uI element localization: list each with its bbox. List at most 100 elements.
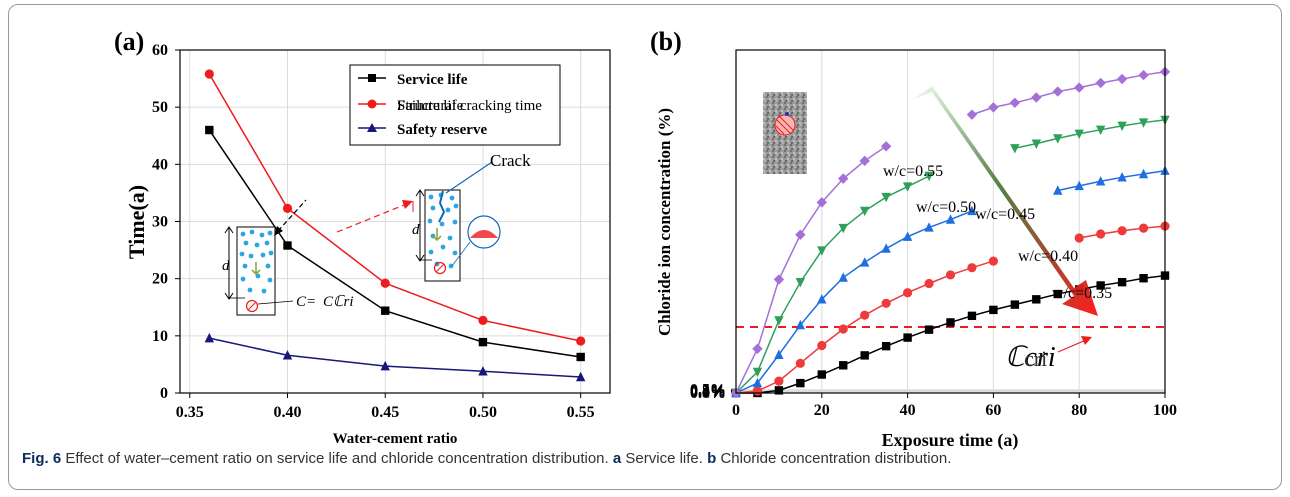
data-point — [1031, 139, 1041, 149]
figure-frame — [8, 4, 1282, 490]
series-segment-3 — [778, 281, 802, 321]
data-point — [1010, 300, 1020, 309]
series-segment-3 — [1143, 119, 1166, 124]
data-point — [1117, 277, 1127, 287]
series-segment-2 — [799, 298, 823, 326]
caption-b-label: b — [707, 450, 717, 467]
x-axis-label-a: Water-cement ratio — [333, 431, 458, 447]
data-point — [774, 316, 784, 326]
data-point — [478, 315, 488, 325]
series-segment-3 — [1014, 142, 1037, 150]
y-tick-label: 0.4% — [690, 382, 726, 399]
series-segment-3 — [1121, 121, 1144, 127]
trend-arrow — [912, 86, 1098, 316]
data-point — [903, 288, 913, 298]
series-segment-2 — [1143, 169, 1166, 175]
series-segment-1 — [778, 362, 801, 382]
data-point — [1095, 77, 1106, 89]
data-point — [381, 306, 390, 315]
data-point — [1074, 129, 1084, 139]
x-tick-label: 80 — [1071, 402, 1087, 419]
series-segment-1 — [799, 344, 823, 364]
data-point — [988, 102, 999, 113]
series-segment-4 — [756, 279, 780, 350]
x-tick-label: 60 — [985, 402, 1001, 419]
data-point — [752, 386, 763, 396]
specimen-inset-uncracked: d C= Cℂri — [222, 199, 353, 316]
data-point — [1138, 69, 1149, 81]
figure-caption: Fig. 6 Effect of water–cement ratio on s… — [22, 450, 1272, 467]
data-point — [945, 270, 956, 280]
data-point — [881, 341, 891, 351]
y-axis-label-b: Chloride ion concentration (%) — [655, 108, 674, 336]
legend-a: Service life Failure life Structural cra… — [349, 64, 561, 146]
threshold-annotation: ℂcri cri — [1005, 336, 1092, 373]
plot-border-a — [179, 49, 611, 394]
series-segment-3 — [1079, 129, 1101, 135]
data-point — [795, 358, 805, 368]
series-segment-2 — [907, 226, 930, 238]
data-point — [967, 311, 977, 321]
data-point — [902, 182, 913, 192]
x-tick-label: 0.35 — [176, 404, 204, 421]
legend-marker-safety-reserve — [367, 123, 377, 132]
series-segment-2 — [1079, 180, 1101, 187]
panel-label-b: (b) — [650, 27, 682, 56]
y-tick-label: 20 — [152, 271, 168, 288]
crack-label: Crack — [490, 151, 531, 170]
series-segment-2 — [756, 354, 780, 384]
data-point — [1053, 134, 1063, 144]
series-segment-2 — [928, 218, 951, 229]
data-point — [478, 337, 488, 347]
data-point — [838, 272, 848, 282]
data-point — [1095, 125, 1106, 136]
data-point — [796, 378, 805, 388]
legend-label-service-life: Service life — [397, 72, 468, 88]
data-point — [774, 386, 784, 395]
data-point — [1032, 295, 1041, 304]
series-label-040: w/c=0.40 — [1018, 248, 1078, 265]
data-point — [903, 333, 912, 342]
data-point — [988, 256, 998, 266]
series-segment-4 — [842, 160, 866, 180]
data-point — [924, 171, 934, 182]
data-point — [575, 371, 586, 382]
y-tick-label: 0.5% — [690, 382, 726, 399]
data-point — [881, 192, 891, 203]
y-tick-label: 0.0% — [690, 385, 726, 402]
series-label-050: w/c=0.50 — [916, 199, 976, 216]
x-tick-label: 0.55 — [567, 404, 595, 421]
depth-label-2: d — [412, 222, 420, 238]
series-segment-2 — [1100, 176, 1123, 183]
data-point — [860, 351, 869, 360]
data-point — [576, 352, 585, 362]
series-segment-2 — [1057, 185, 1080, 192]
y-tick-label: 0 — [160, 385, 168, 402]
axis-ticks-a: 0.35 0.40 0.45 0.50 0.55 0 10 20 30 40 50 60 — [152, 42, 595, 421]
data-point — [752, 377, 763, 388]
series-segment-2 — [778, 324, 801, 356]
data-point — [1074, 180, 1084, 191]
data-point — [860, 257, 870, 267]
data-point — [1074, 233, 1084, 243]
data-point — [881, 298, 891, 308]
data-point — [838, 223, 848, 234]
data-point — [924, 278, 934, 289]
series-label-055: w/c=0.55 — [883, 163, 943, 180]
series-segment-4 — [821, 178, 844, 203]
series-segment-4 — [799, 201, 823, 236]
series-segment-4 — [735, 348, 759, 394]
x-tick-label: 0.50 — [469, 404, 497, 421]
data-point — [967, 205, 977, 216]
data-point — [204, 69, 214, 79]
data-point — [774, 376, 784, 386]
data-point — [576, 336, 586, 346]
data-point — [1052, 86, 1063, 97]
data-point — [924, 222, 934, 232]
y-tick-label: 50 — [152, 99, 168, 116]
data-point — [1116, 73, 1128, 85]
data-point — [1138, 223, 1149, 233]
data-point — [1010, 144, 1020, 154]
threshold-label-overlap: cri — [1024, 346, 1047, 371]
specimen-inset-cracked: d Crack — [336, 151, 531, 282]
